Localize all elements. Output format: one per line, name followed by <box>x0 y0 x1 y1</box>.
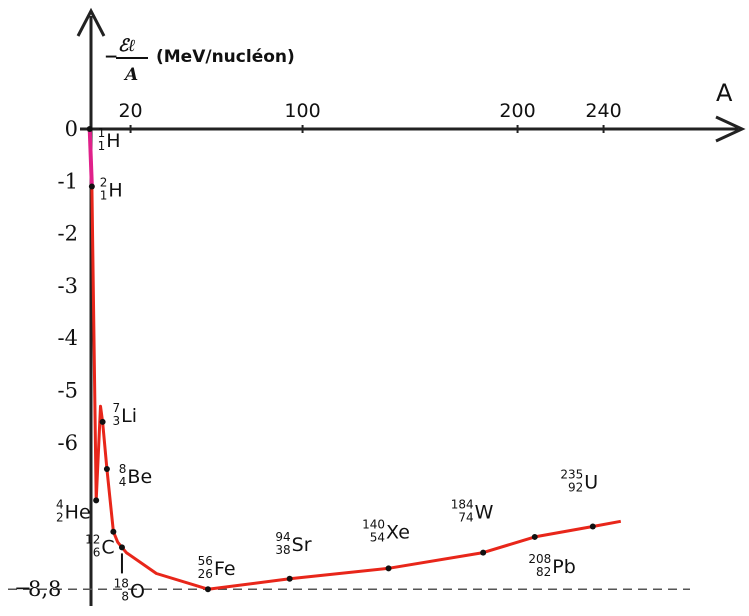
atomic-number: 8 <box>121 589 129 603</box>
element-symbol: H <box>108 180 122 202</box>
atomic-number: 1 <box>98 139 106 153</box>
y-tick-label: 0 <box>65 117 78 141</box>
mass-number: 7 <box>112 401 120 415</box>
atomic-number: 3 <box>112 414 120 428</box>
y-tick-label: -3 <box>58 274 78 298</box>
point-xe <box>385 565 392 572</box>
y-label-numerator: ℰℓ <box>118 36 136 56</box>
y-tick-label: -4 <box>58 326 78 350</box>
curve <box>87 128 622 591</box>
atomic-number: 6 <box>93 546 101 560</box>
element-symbol: Pb <box>552 556 576 578</box>
mass-number: 2 <box>100 176 108 190</box>
y-ticks: 0 -1 -2 -3 -4 -5 -6 −8,8 <box>14 117 78 601</box>
y-label-denominator: A <box>123 65 138 85</box>
mass-number: 8 <box>119 462 127 476</box>
element-symbol: C <box>101 537 114 559</box>
point-he <box>93 497 100 504</box>
atomic-number: 1 <box>100 189 108 203</box>
element-symbol: W <box>475 502 494 524</box>
atomic-number: 74 <box>458 511 473 525</box>
mass-number: 184 <box>451 498 474 512</box>
label-h-1: 11 H <box>98 126 121 153</box>
point-sr <box>286 575 293 582</box>
label-be-8: 84 Be <box>119 462 152 489</box>
point-o <box>118 544 125 551</box>
element-symbol: O <box>130 580 145 602</box>
point-li <box>99 418 106 425</box>
mass-number: 1 <box>98 126 106 140</box>
y-tick-prefix: − <box>14 576 32 600</box>
label-c-12: 126 C <box>85 533 115 560</box>
label-li-7: 73 Li <box>112 401 137 428</box>
axis-labels: −ℰℓ A (MeV/nucléon) A <box>104 36 733 107</box>
point-w <box>480 549 487 556</box>
atomic-number: 92 <box>568 480 583 494</box>
atomic-number: 82 <box>536 565 551 579</box>
point-pb <box>531 533 538 540</box>
label-he-4: 42 He <box>56 497 91 524</box>
y-tick-label: -1 <box>58 169 78 193</box>
x-tick-label: 240 <box>585 100 621 122</box>
mass-number: 4 <box>56 497 64 511</box>
label-h-2: 21 H <box>100 176 123 203</box>
element-symbol: Fe <box>214 558 236 580</box>
element-symbol: Xe <box>386 521 410 543</box>
y-tick-label: -6 <box>58 431 78 455</box>
point-u <box>589 523 596 530</box>
y-axis-arrow <box>76 7 106 37</box>
y-tick-label: -5 <box>58 379 78 403</box>
x-tick-label: 20 <box>118 100 142 122</box>
mass-number: 18 <box>114 576 129 590</box>
point-fe <box>204 586 211 593</box>
curve-segment-origin <box>87 128 94 187</box>
atomic-number: 54 <box>370 530 385 544</box>
point-h <box>86 126 93 132</box>
y-tick-label: -2 <box>58 222 78 246</box>
element-symbol: H <box>106 130 120 152</box>
atomic-number: 38 <box>275 543 290 557</box>
atomic-number: 26 <box>198 567 213 581</box>
element-symbol: He <box>65 501 91 523</box>
x-axis-label: A <box>716 79 733 107</box>
y-label-prefix: − <box>104 47 118 67</box>
atomic-number: 4 <box>119 475 127 489</box>
curve-line <box>90 186 622 591</box>
element-symbol: U <box>584 471 598 493</box>
element-symbol: Li <box>121 405 137 427</box>
mass-number: 94 <box>275 530 290 544</box>
element-symbol: Sr <box>292 534 312 556</box>
point-be <box>103 465 110 472</box>
mass-number: 235 <box>560 467 583 481</box>
y-tick-label: 8,8 <box>28 577 61 601</box>
mass-number: 208 <box>528 552 551 566</box>
mass-number: 140 <box>362 517 385 531</box>
x-ticks: 20 100 200 240 <box>118 100 622 133</box>
axes <box>8 7 746 606</box>
y-label-unit: (MeV/nucléon) <box>156 47 295 67</box>
point-c <box>110 528 117 535</box>
point-h <box>88 183 95 190</box>
atomic-number: 2 <box>56 510 64 524</box>
x-tick-label: 200 <box>499 100 535 122</box>
label-o-18: 188 O <box>114 576 145 603</box>
x-axis-arrow <box>715 115 746 143</box>
mass-number: 12 <box>85 533 100 547</box>
mass-number: 56 <box>198 554 213 568</box>
element-symbol: Be <box>127 466 152 488</box>
x-tick-label: 100 <box>284 100 320 122</box>
